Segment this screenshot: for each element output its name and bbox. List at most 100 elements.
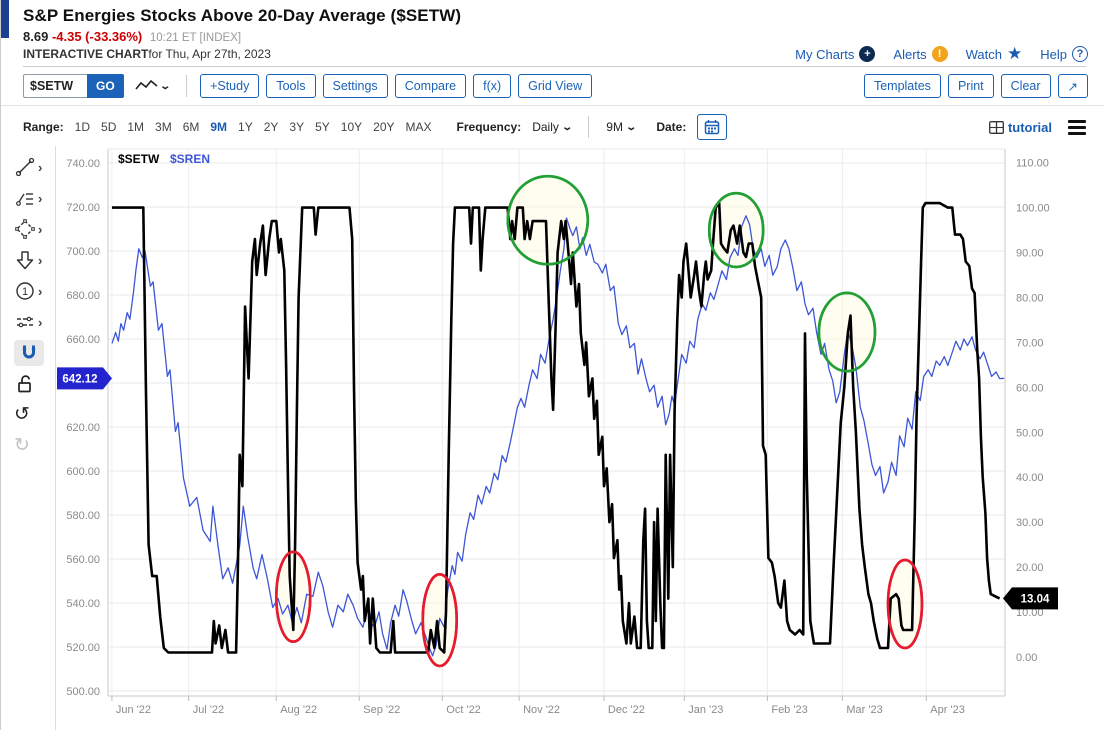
svg-text:Aug '22: Aug '22: [280, 704, 317, 716]
undo-button[interactable]: ↺: [14, 402, 55, 428]
star-icon[interactable]: ★: [1007, 44, 1023, 63]
my-charts-link[interactable]: My Charts +: [795, 46, 876, 62]
chevron-down-icon: ⌄: [625, 121, 638, 133]
svg-text:10.00: 10.00: [1016, 607, 1044, 619]
date-picker-button[interactable]: [697, 114, 728, 140]
templates-button[interactable]: Templates: [863, 74, 941, 98]
range-3y[interactable]: 3Y: [289, 120, 305, 134]
range-2y[interactable]: 2Y: [263, 120, 279, 134]
expand-arrow-icon: ↗: [1067, 79, 1078, 94]
red-ellipse-outline: [275, 550, 312, 644]
clear-button[interactable]: Clear: [1000, 74, 1051, 98]
submenu-chevron-icon: ›: [38, 252, 43, 268]
alerts-link[interactable]: Alerts !: [893, 46, 948, 62]
toolbar-divider: [186, 75, 188, 97]
green-circle-outline: [817, 291, 877, 373]
alert-exclamation-icon[interactable]: !: [931, 46, 948, 62]
print-button[interactable]: Print: [947, 74, 994, 98]
redo-button[interactable]: ↻: [14, 433, 55, 459]
help-link[interactable]: Help ?: [1040, 46, 1088, 62]
svg-text:740.00: 740.00: [66, 158, 100, 170]
arrow-annotation-tool[interactable]: ›: [14, 247, 55, 273]
price-levels-tool[interactable]: ›: [14, 309, 55, 335]
page-title: S&P Energies Stocks Above 20-Day Average…: [23, 6, 462, 25]
svg-text:600.00: 600.00: [66, 466, 100, 478]
chevron-down-icon: ⌄: [158, 80, 171, 92]
lock-tool[interactable]: [14, 371, 55, 397]
svg-text:50.00: 50.00: [1016, 427, 1044, 439]
svg-text:100.00: 100.00: [1016, 203, 1050, 215]
shapes-tool[interactable]: ›: [14, 216, 55, 242]
fx-button[interactable]: f(x): [473, 74, 512, 98]
svg-text:520.00: 520.00: [66, 642, 100, 654]
period-select[interactable]: 9M ⌄: [606, 120, 638, 134]
plus-circle-icon[interactable]: +: [859, 46, 876, 62]
svg-text:110.00: 110.00: [1016, 158, 1049, 170]
trendline-tool[interactable]: ›: [14, 154, 55, 180]
submenu-chevron-icon: ›: [38, 221, 43, 237]
range-1m[interactable]: 1M: [127, 120, 145, 134]
hamburger-menu-icon[interactable]: [1066, 118, 1088, 137]
green-circle-outline: [506, 174, 590, 266]
svg-text:680.00: 680.00: [66, 290, 100, 302]
toolbar-divider-line: [1, 105, 1104, 106]
compare-button[interactable]: Compare: [394, 74, 467, 98]
study-button[interactable]: +Study: [200, 74, 260, 98]
range-5d[interactable]: 5D: [101, 120, 117, 134]
svg-text:Jul '22: Jul '22: [193, 704, 224, 716]
range-9m-active[interactable]: 9M: [210, 120, 228, 134]
range-6m[interactable]: 6M: [182, 120, 200, 134]
symbol-input[interactable]: [23, 74, 87, 98]
range-10y[interactable]: 10Y: [340, 120, 363, 134]
annotation-list-tool[interactable]: ›: [14, 185, 55, 211]
submenu-chevron-icon: ›: [38, 314, 43, 330]
range-bar: Range: 1D 5D 1M 3M 6M 9M 1Y 2Y 3Y 5Y 10Y…: [1, 106, 1104, 146]
help-question-icon[interactable]: ?: [1072, 46, 1088, 62]
redo-icon: ↻: [14, 435, 30, 456]
title-accent-bar: [1, 0, 9, 38]
chart-toolbar: GO ⌄ +Study Tools Settings Compare f(x) …: [1, 67, 1104, 105]
magnet-tool-active[interactable]: [14, 340, 44, 366]
go-button[interactable]: GO: [87, 74, 124, 98]
interactive-chart-label: INTERACTIVE CHART: [23, 47, 149, 61]
svg-text:0.00: 0.00: [1016, 652, 1037, 664]
expand-button[interactable]: ↗: [1057, 74, 1088, 98]
arrow-down-icon: [16, 251, 34, 270]
range-1d[interactable]: 1D: [74, 120, 91, 134]
chart-type-dropdown[interactable]: ⌄: [135, 78, 171, 94]
plot-area[interactable]: [108, 149, 1005, 696]
svg-text:500.00: 500.00: [66, 686, 100, 698]
left-axis-badge: [57, 367, 112, 390]
header-divider: [23, 66, 1086, 67]
rangebar-divider: [588, 116, 590, 138]
svg-text:40.00: 40.00: [1016, 472, 1044, 484]
red-ellipse-outline: [886, 558, 924, 650]
svg-text:Nov '22: Nov '22: [523, 704, 560, 716]
price-chart[interactable]: 740.00 720.00 700.00 680.00 660.00 620.00 600.…: [56, 146, 1104, 730]
film-strip-icon: [988, 120, 1004, 134]
range-1y[interactable]: 1Y: [238, 120, 253, 134]
frequency-select[interactable]: Daily ⌄: [532, 120, 573, 134]
setw-line: [112, 201, 1001, 654]
svg-text:540.00: 540.00: [66, 598, 100, 610]
range-20y[interactable]: 20Y: [373, 120, 395, 134]
range-5y[interactable]: 5Y: [315, 120, 330, 134]
svg-text:620.00: 620.00: [66, 422, 100, 434]
date-label: Date:: [656, 120, 687, 134]
svg-text:700.00: 700.00: [66, 246, 100, 258]
watch-link[interactable]: Watch ★: [965, 44, 1023, 63]
svg-text:80.00: 80.00: [1016, 292, 1044, 304]
submenu-chevron-icon: ›: [38, 190, 43, 206]
svg-text:Sep '22: Sep '22: [363, 704, 400, 716]
last-price: 8.69: [23, 29, 49, 44]
svg-text:660.00: 660.00: [66, 334, 100, 346]
range-max[interactable]: MAX: [405, 120, 432, 134]
range-3m[interactable]: 3M: [155, 120, 172, 134]
grid-view-button[interactable]: Grid View: [518, 74, 593, 98]
tutorial-link[interactable]: tutorial: [988, 120, 1052, 135]
tools-button[interactable]: Tools: [266, 74, 316, 98]
svg-text:1: 1: [22, 286, 28, 298]
number-label-tool[interactable]: 1 ›: [14, 278, 55, 304]
settings-button[interactable]: Settings: [322, 74, 388, 98]
